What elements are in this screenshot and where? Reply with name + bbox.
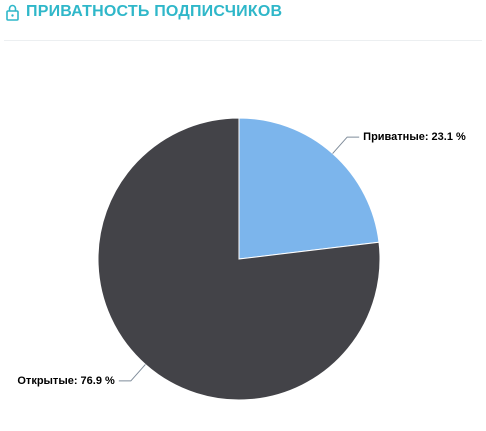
lock-icon [6,4,19,21]
data-label: Открытые: 76.9 % [17,375,115,387]
chart-title: ПРИВАТНОСТЬ ПОДПИСЧИКОВ [26,3,283,20]
data-label: Приватные: 23.1 % [363,131,466,143]
pie-slice [97,117,381,401]
connector [332,136,360,154]
pie-slice [238,117,380,260]
connector [118,364,146,382]
separator [4,40,482,41]
